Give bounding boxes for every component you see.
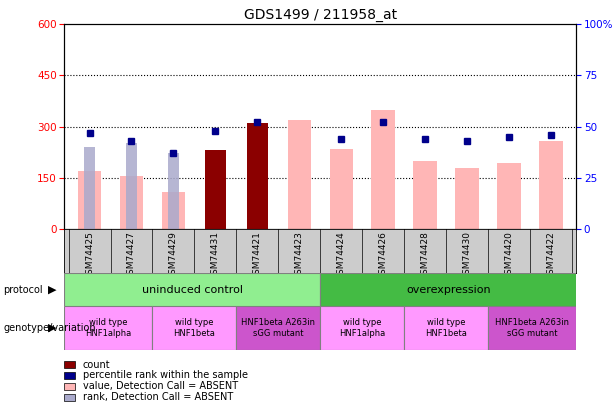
Bar [64, 273, 320, 306]
Text: value, Detection Call = ABSENT: value, Detection Call = ABSENT [83, 382, 238, 391]
Bar [126, 143, 137, 229]
Text: GSM74425: GSM74425 [85, 231, 94, 280]
Text: protocol: protocol [3, 285, 43, 294]
Bar [153, 306, 237, 350]
Text: uninduced control: uninduced control [142, 285, 243, 294]
Text: wild type
HNF1alpha: wild type HNF1alpha [85, 318, 132, 338]
Text: GSM74427: GSM74427 [127, 231, 136, 280]
Text: GSM74431: GSM74431 [211, 231, 220, 280]
Text: GSM74420: GSM74420 [504, 231, 514, 280]
Bar [413, 161, 437, 229]
Bar [371, 110, 395, 229]
Text: HNF1beta A263in
sGG mutant: HNF1beta A263in sGG mutant [242, 318, 315, 338]
Text: count: count [83, 360, 110, 369]
Bar [83, 147, 96, 229]
Bar [497, 163, 521, 229]
Title: GDS1499 / 211958_at: GDS1499 / 211958_at [244, 8, 397, 22]
Text: GSM74429: GSM74429 [169, 231, 178, 280]
Bar [330, 149, 353, 229]
Text: GSM74424: GSM74424 [337, 231, 346, 280]
Text: HNF1beta A263in
sGG mutant: HNF1beta A263in sGG mutant [495, 318, 569, 338]
Text: genotype/variation: genotype/variation [3, 323, 96, 333]
Text: GSM74426: GSM74426 [379, 231, 388, 280]
Text: GSM74421: GSM74421 [253, 231, 262, 280]
Bar [237, 306, 320, 350]
Bar [120, 176, 143, 229]
Bar [321, 273, 576, 306]
Text: ▶: ▶ [48, 285, 56, 294]
Text: wild type
HNF1alpha: wild type HNF1alpha [339, 318, 386, 338]
Text: wild type
HNF1beta: wild type HNF1beta [425, 318, 467, 338]
Bar [404, 306, 488, 350]
Bar [455, 168, 479, 229]
Text: GSM74423: GSM74423 [295, 231, 304, 280]
Text: GSM74422: GSM74422 [547, 231, 555, 280]
Bar [78, 171, 101, 229]
Bar [287, 120, 311, 229]
Text: wild type
HNF1beta: wild type HNF1beta [173, 318, 215, 338]
Text: GSM74428: GSM74428 [421, 231, 430, 280]
Text: ▶: ▶ [48, 323, 56, 333]
Bar [205, 150, 226, 229]
Bar [488, 306, 576, 350]
Bar [321, 306, 404, 350]
Text: rank, Detection Call = ABSENT: rank, Detection Call = ABSENT [83, 392, 233, 402]
Bar [162, 192, 185, 229]
Text: GSM74430: GSM74430 [463, 231, 471, 280]
Bar [247, 123, 268, 229]
Bar [64, 306, 153, 350]
Text: percentile rank within the sample: percentile rank within the sample [83, 371, 248, 380]
Bar [539, 141, 563, 229]
Bar [167, 153, 180, 229]
Text: overexpression: overexpression [406, 285, 490, 294]
